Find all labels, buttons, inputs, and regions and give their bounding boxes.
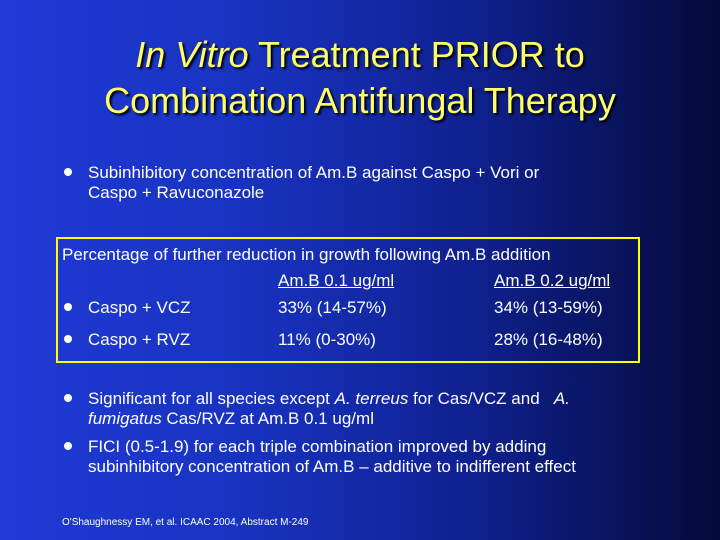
species-name: A. terreus [334, 389, 409, 408]
bullet-4-line-2: subinhibitory concentration of Am.B – ad… [88, 457, 576, 476]
bullet-1-text: Subinhibitory concentration of Am.B agai… [88, 163, 539, 203]
bullet-icon [64, 442, 72, 450]
bullet-3-line-2: fumigatus Cas/RVZ at Am.B 0.1 ug/ml [88, 409, 570, 429]
row-value: 34% (13-59%) [494, 298, 603, 317]
bullet-3-line-1: Significant for all species except A. te… [88, 389, 570, 409]
row-label: Caspo + RVZ [88, 330, 191, 349]
bullet-4-text: FICI (0.5-1.9) for each triple combinati… [88, 437, 576, 477]
slide-title: In Vitro Treatment PRIOR to Combination … [0, 32, 720, 124]
species-name: A. [553, 389, 570, 408]
bullet-3-text-part: for Cas/VCZ and [408, 389, 554, 408]
bullet-1-line-2: Caspo + Ravuconazole [88, 183, 265, 202]
bullet-icon [64, 335, 72, 343]
bullet-1-line-1: Subinhibitory concentration of Am.B agai… [88, 163, 540, 182]
results-table-box [56, 237, 640, 363]
bullet-4-line-1: FICI (0.5-1.9) for each triple combinati… [88, 437, 547, 456]
title-line-1-rest: Treatment PRIOR to [248, 34, 585, 75]
species-name: fumigatus [88, 409, 162, 428]
citation: O'Shaughnessy EM, et al. ICAAC 2004, Abs… [62, 517, 309, 528]
bullet-icon [64, 303, 72, 311]
column-header-1: Am.B 0.1 ug/ml [278, 271, 395, 290]
bullet-3-text: Significant for all species except A. te… [88, 389, 570, 429]
table-heading: Percentage of further reduction in growt… [62, 245, 551, 264]
row-value: 33% (14-57%) [278, 298, 387, 317]
row-value: 11% (0-30%) [278, 330, 376, 349]
column-header-2: Am.B 0.2 ug/ml [494, 271, 611, 290]
bullet-3-text-part: Significant for all species except [88, 389, 335, 408]
bullet-3-text-part: Cas/RVZ at Am.B 0.1 ug/ml [161, 409, 374, 428]
title-line-2: Combination Antifungal Therapy [104, 80, 616, 121]
row-label: Caspo + VCZ [88, 298, 191, 317]
bullet-icon [64, 394, 72, 402]
row-value: 28% (16-48%) [494, 330, 603, 349]
title-line-1: In Vitro Treatment PRIOR to [0, 32, 720, 78]
bullet-icon [64, 168, 72, 176]
title-italic: In Vitro [135, 34, 249, 75]
